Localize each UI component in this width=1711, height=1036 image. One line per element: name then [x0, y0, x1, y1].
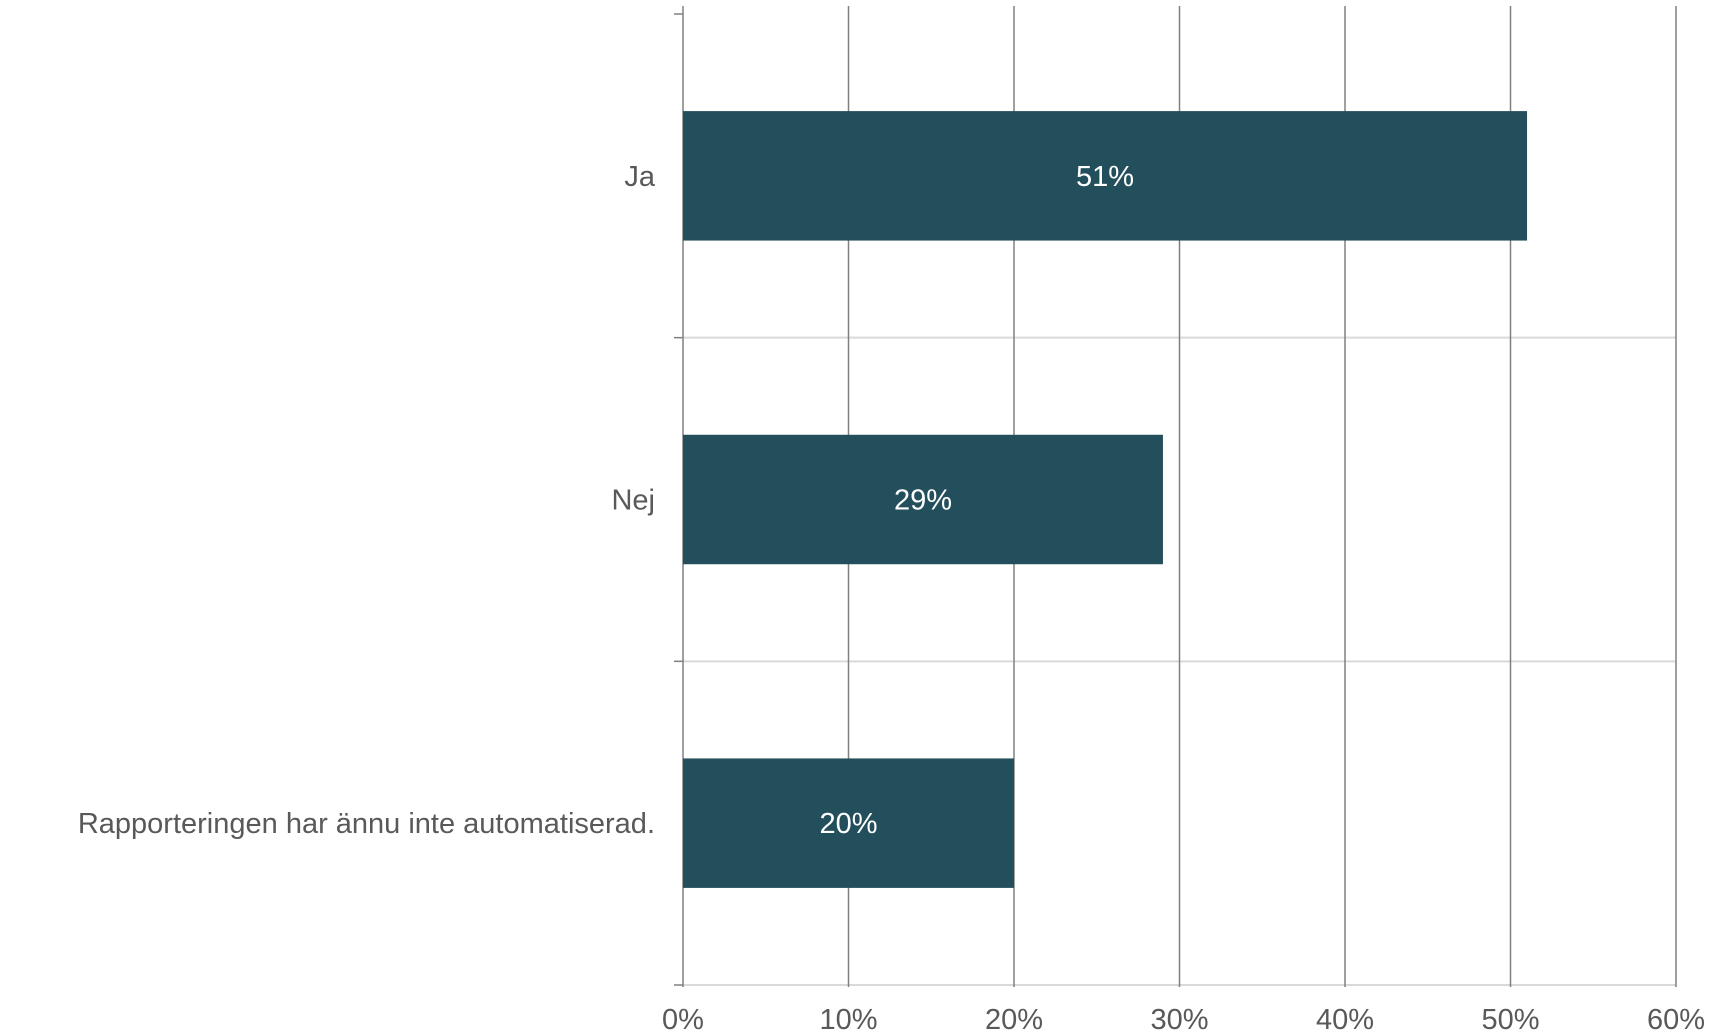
x-tick-label: 0% — [662, 1004, 704, 1036]
x-tick-label: 50% — [1481, 1004, 1539, 1036]
category-label: Nej — [611, 485, 655, 517]
category-label: Ja — [624, 161, 656, 193]
data-label: 51% — [1076, 161, 1134, 193]
labels: 0% 10% 20% 30% 40% 50% 60% Ja 51% Nej 29% Rapporter… — [78, 161, 1705, 1036]
bar — [683, 111, 1528, 241]
bars — [683, 111, 1528, 888]
data-label: 20% — [819, 808, 877, 840]
x-tick-label: 20% — [985, 1004, 1043, 1036]
x-tick-label: 30% — [1150, 1004, 1208, 1036]
bar — [683, 758, 1014, 888]
x-tick-label: 10% — [819, 1004, 877, 1036]
bar — [683, 434, 1163, 565]
category-label: Rapporteringen har ännu inte automatiser… — [78, 808, 655, 840]
data-label: 29% — [894, 485, 952, 517]
x-tick-label: 40% — [1316, 1004, 1374, 1036]
x-tick-label: 60% — [1647, 1004, 1705, 1036]
